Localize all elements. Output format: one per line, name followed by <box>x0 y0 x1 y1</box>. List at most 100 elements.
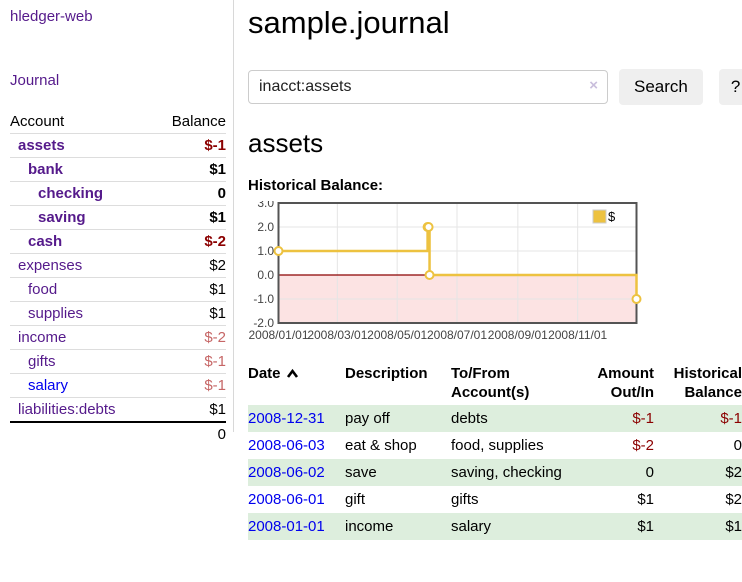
account-link[interactable]: bank <box>28 161 64 178</box>
register-header-description: Description <box>345 365 428 382</box>
account-balance: $-2 <box>152 325 226 350</box>
accounts-header-row: Account Balance <box>10 110 226 134</box>
account-link[interactable]: saving <box>38 209 86 226</box>
account-link[interactable]: expenses <box>18 257 83 274</box>
balance-chart: $3.0 2.0 1.0 0.0 -1.0 -2.02008/01/012008/03/0… <box>248 201 642 342</box>
account-balance: $1 <box>152 277 226 302</box>
register-row: 2008-06-02 save saving, checking 0 $2 <box>248 459 742 486</box>
account-name-cell: assets <box>10 133 153 158</box>
account-link[interactable]: income <box>18 329 67 346</box>
register-date-cell: 2008-06-01 <box>248 486 345 513</box>
register-balance: $2 <box>725 491 742 508</box>
account-row: liabilities:debts $1 <box>10 397 226 423</box>
svg-text:3.0: 3.0 <box>257 201 274 210</box>
register-row: 2008-01-01 income salary $1 $1 <box>248 513 742 540</box>
account-balance: $-1 <box>152 133 226 158</box>
account-name-cell: supplies <box>10 301 153 326</box>
accounts-total-row: 0 <box>10 421 226 446</box>
account-link[interactable]: liabilities:debts <box>18 401 116 418</box>
register-row: 2008-06-03 eat & shop food, supplies $-2 0 <box>248 432 742 459</box>
account-row: supplies $1 <box>10 301 226 326</box>
account-name-cell: liabilities:debts <box>10 397 153 423</box>
search-form: × Search ? <box>248 69 742 105</box>
account-link[interactable]: assets <box>18 137 65 154</box>
account-name-cell: checking <box>10 181 153 206</box>
register-row: 2008-12-31 pay off debts $-1 $-1 <box>248 405 742 432</box>
account-row: cash $-2 <box>10 229 226 254</box>
account-name-cell: bank <box>10 157 153 182</box>
register-date-cell: 2008-06-03 <box>248 432 345 459</box>
register-header-balance: Historical Balance <box>673 365 742 401</box>
register-date-cell: 2008-06-02 <box>248 459 345 486</box>
clear-search-icon[interactable]: × <box>589 77 598 94</box>
svg-text:2008/07/01: 2008/07/01 <box>427 328 487 342</box>
account-balance: 0 <box>152 181 226 206</box>
search-button[interactable]: Search <box>619 69 703 105</box>
svg-text:2008/09/01: 2008/09/01 <box>488 328 548 342</box>
register-date-link[interactable]: 2008-06-02 <box>248 464 325 481</box>
account-link[interactable]: food <box>28 281 58 298</box>
register-amount: 0 <box>645 464 654 481</box>
svg-text:2.0: 2.0 <box>257 220 274 234</box>
account-balance: $2 <box>152 253 226 278</box>
account-row: expenses $2 <box>10 253 226 278</box>
account-name-cell: food <box>10 277 153 302</box>
accounts-tbody: assets $-1 bank $1 checking 0 saving $1 cash $-2 e… <box>10 133 226 423</box>
register-header-accounts: To/From Account(s) <box>451 365 530 401</box>
account-balance: $1 <box>152 205 226 230</box>
app-title-link[interactable]: hledger-web <box>10 8 93 25</box>
register-balance: $-1 <box>720 410 742 427</box>
account-link[interactable]: supplies <box>28 305 84 322</box>
sidebar-divider <box>233 0 234 432</box>
account-row: checking 0 <box>10 181 226 206</box>
register-row: 2008-06-01 gift gifts $1 $2 <box>248 486 742 513</box>
account-balance: $-1 <box>152 349 226 374</box>
help-button[interactable]: ? <box>718 69 742 105</box>
register-accounts: debts <box>451 410 488 427</box>
register-date-link[interactable]: 2008-06-03 <box>248 437 325 454</box>
account-link[interactable]: gifts <box>28 353 56 370</box>
account-row: assets $-1 <box>10 133 226 158</box>
svg-text:-1.0: -1.0 <box>253 292 274 306</box>
register-description: gift <box>345 491 366 508</box>
search-input[interactable] <box>248 70 608 104</box>
accounts-table: Account Balance assets $-1 bank $1 checking 0… <box>10 110 226 446</box>
account-link[interactable]: cash <box>28 233 63 250</box>
account-name-cell: income <box>10 325 153 350</box>
register-accounts: food, supplies <box>451 437 544 454</box>
register-date-link[interactable]: 2008-01-01 <box>248 518 325 535</box>
account-row: income $-2 <box>10 325 226 350</box>
svg-text:0.0: 0.0 <box>257 268 274 282</box>
main-content: sample.journal × Search ? assets Histori… <box>248 0 742 540</box>
svg-text:1.0: 1.0 <box>257 244 274 258</box>
sidebar: hledger-web Journal Account Balance asse… <box>0 0 233 446</box>
account-balance: $1 <box>152 301 226 326</box>
accounts-total-spacer <box>10 421 153 446</box>
account-link[interactable]: salary <box>28 377 69 394</box>
register-header-date[interactable]: Date <box>248 361 345 405</box>
register-table: Date Description To/From Account(s) Amou… <box>248 361 742 540</box>
accounts-header-balance: Balance <box>152 110 226 134</box>
account-row: gifts $-1 <box>10 349 226 374</box>
register-accounts: gifts <box>451 491 479 508</box>
account-name-cell: expenses <box>10 253 153 278</box>
svg-text:2008/05/01: 2008/05/01 <box>367 328 427 342</box>
account-row: salary $-1 <box>10 373 226 398</box>
register-date-link[interactable]: 2008-12-31 <box>248 410 325 427</box>
account-heading: assets <box>248 128 324 158</box>
account-balance: $1 <box>152 157 226 182</box>
register-date-link[interactable]: 2008-06-01 <box>248 491 325 508</box>
svg-text:2008/03/01: 2008/03/01 <box>307 328 367 342</box>
register-description: save <box>345 464 377 481</box>
sidebar-item-journal[interactable]: Journal <box>10 72 60 89</box>
account-name-cell: salary <box>10 373 153 398</box>
svg-text:$: $ <box>608 209 616 224</box>
account-name-cell: gifts <box>10 349 153 374</box>
account-link[interactable]: checking <box>38 185 104 202</box>
register-tbody: 2008-12-31 pay off debts $-1 $-1 2008-06-03 ea… <box>248 405 742 540</box>
chart-label: Historical Balance: <box>248 177 384 194</box>
register-header-date-label: Date <box>248 365 281 382</box>
register-amount: $1 <box>637 518 654 535</box>
account-row: bank $1 <box>10 157 226 182</box>
account-balance: $-1 <box>152 373 226 398</box>
